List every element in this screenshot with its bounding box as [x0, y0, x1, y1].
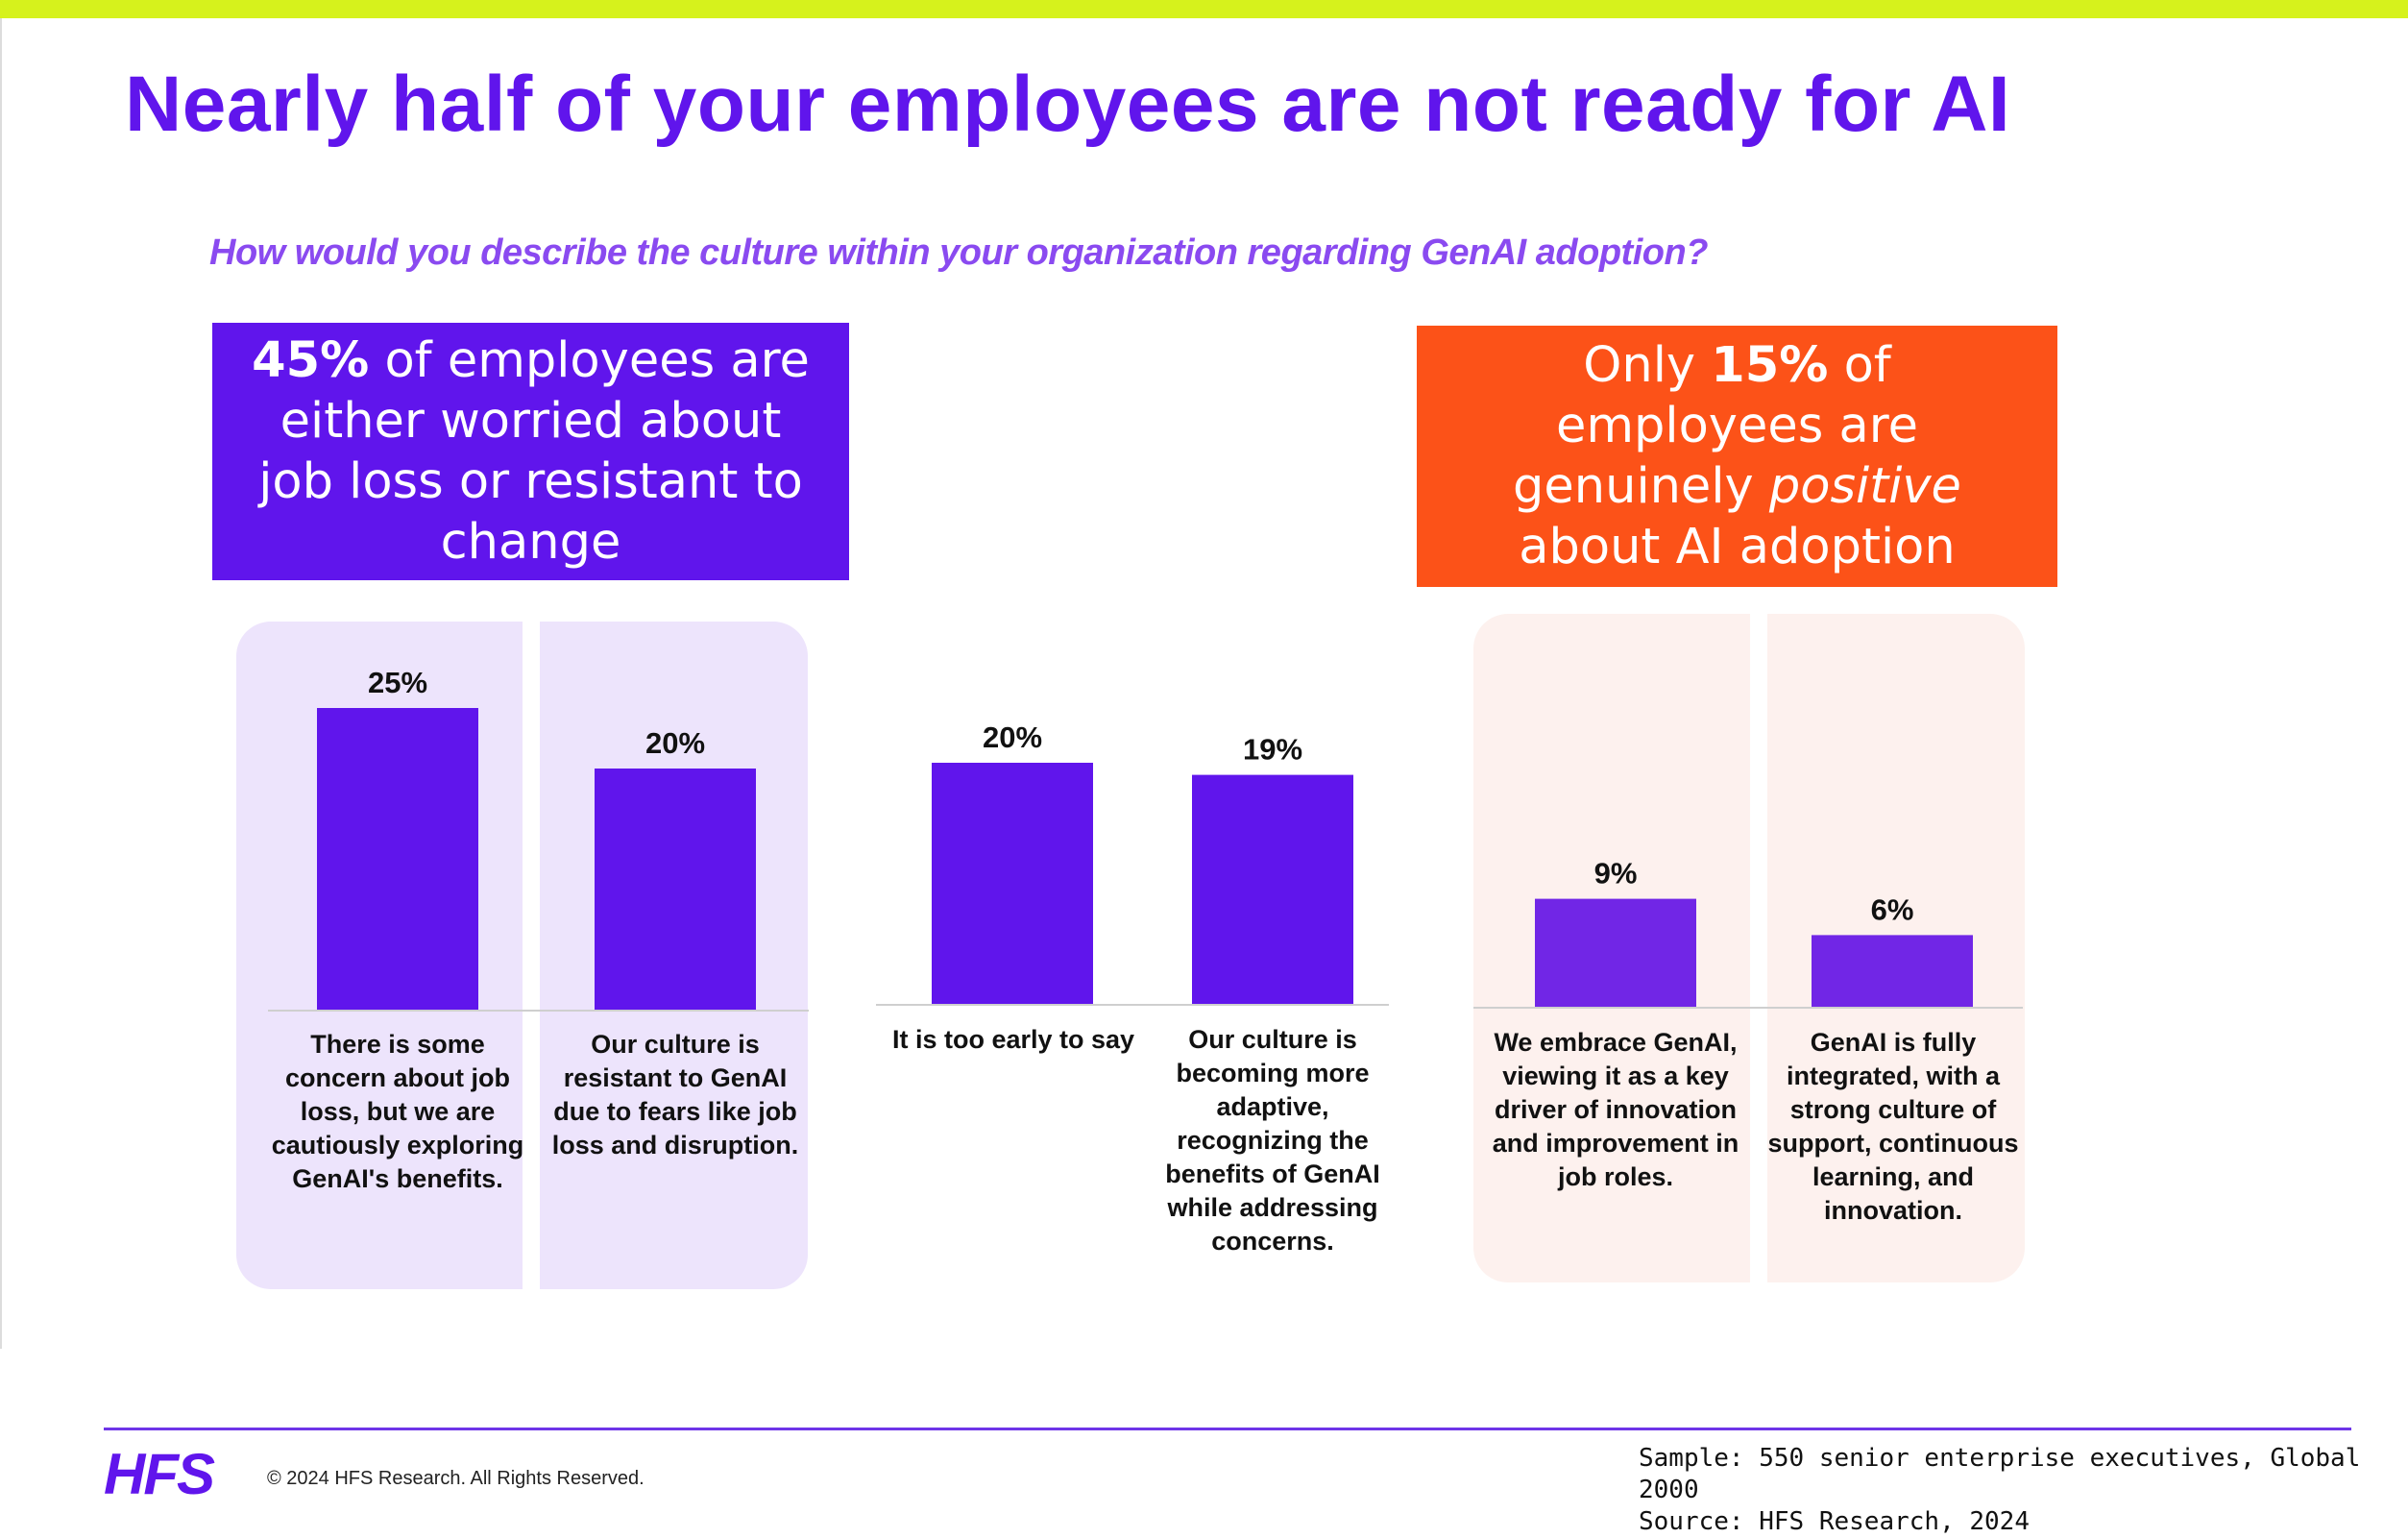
bar-3	[1192, 774, 1353, 1005]
category-label-integrated: GenAI is fully integrated, with a strong…	[1767, 1028, 2019, 1225]
callout-right-line1-rest: of	[1828, 337, 1891, 394]
callout-left-line4: change	[440, 514, 621, 571]
copyright-notice: © 2024 HFS Research. All Rights Reserved…	[267, 1468, 645, 1489]
bar-5	[1812, 935, 1973, 1008]
bar-1	[595, 769, 756, 1011]
value-label-5: 6%	[1871, 892, 1914, 926]
callout-right-line1-pre: Only	[1583, 337, 1712, 394]
category-label-too-early: It is too early to say	[891, 1025, 1135, 1054]
callout-right-line3-pre: genuinely	[1513, 458, 1769, 515]
response-bar-chart: 25% 20% 20% 19% 9% 6%	[268, 666, 2023, 1012]
value-label-3: 19%	[1243, 733, 1302, 767]
footer-divider	[104, 1428, 2351, 1430]
bar-0	[317, 708, 478, 1011]
value-label-2: 20%	[983, 720, 1042, 754]
left-edge-rule	[0, 18, 2, 1349]
category-label-adaptive: Our culture is becoming more adaptive, r…	[1165, 1025, 1380, 1256]
callout-left-line1: of employees are	[369, 332, 810, 389]
callout-right-line2: employees are	[1555, 398, 1918, 454]
callout-worried-resistant: 45% of employees are either worried abou…	[212, 323, 849, 580]
source-citation: Source: HFS Research, 2024	[1639, 1507, 2030, 1536]
callout-left-line3: job loss or resistant to	[258, 453, 803, 510]
hfs-logo: HFS	[104, 1442, 215, 1506]
callout-positive: Only 15% of employees are genuinely posi…	[1417, 326, 2057, 587]
value-label-4: 9%	[1594, 857, 1638, 891]
panel-divider-right	[1750, 607, 1767, 1289]
bar-2	[932, 763, 1093, 1005]
value-label-1: 20%	[645, 726, 705, 760]
source-note: Sample: 550 senior enterprise executives…	[1639, 1443, 2408, 1538]
callout-left-pct: 45%	[252, 332, 370, 389]
sample-note: Sample: 550 senior enterprise executives…	[1639, 1444, 2361, 1504]
callout-left-line2: either worried about	[280, 393, 782, 450]
top-accent-stripe	[0, 0, 2408, 18]
callout-right-line4: about AI adoption	[1519, 519, 1956, 575]
page-title: Nearly half of your employees are not re…	[125, 61, 2011, 148]
survey-question: How would you describe the culture withi…	[209, 232, 1708, 273]
panel-divider-left	[523, 615, 540, 1297]
category-label-concern: There is some concern about job loss, bu…	[271, 1030, 524, 1193]
category-label-embrace: We embrace GenAI, viewing it as a key dr…	[1492, 1028, 1739, 1191]
callout-right-emphasis: positive	[1768, 458, 1961, 515]
bar-4	[1535, 898, 1696, 1008]
value-label-0: 25%	[368, 666, 427, 699]
category-label-resistant: Our culture is resistant to GenAI due to…	[551, 1030, 799, 1160]
callout-right-pct: 15%	[1711, 337, 1829, 394]
